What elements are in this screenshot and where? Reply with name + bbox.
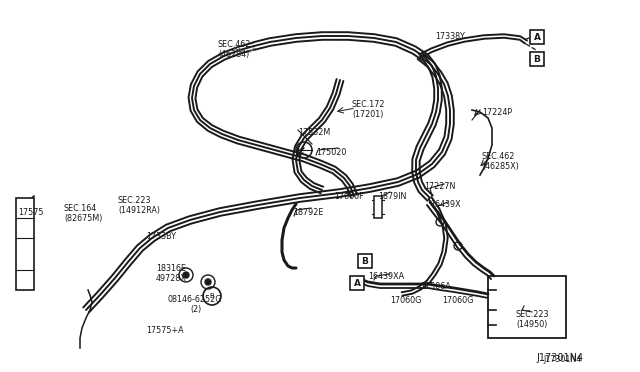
Text: SEC.164: SEC.164 — [64, 204, 97, 213]
Text: 17575+A: 17575+A — [146, 326, 184, 335]
Text: (17201): (17201) — [352, 110, 383, 119]
Text: (14950): (14950) — [516, 320, 547, 329]
Text: 49728X: 49728X — [156, 274, 187, 283]
Bar — [374, 196, 382, 218]
Text: 18316E: 18316E — [156, 264, 186, 273]
Bar — [16, 198, 34, 290]
Text: 17532M: 17532M — [298, 128, 330, 137]
Bar — [530, 52, 544, 66]
Text: 17506A: 17506A — [420, 282, 451, 291]
Text: 16439XA: 16439XA — [368, 272, 404, 281]
Text: 16439X: 16439X — [430, 200, 461, 209]
Text: B: B — [534, 55, 540, 64]
Text: 17060G: 17060G — [390, 296, 421, 305]
Text: SEC.172: SEC.172 — [352, 100, 385, 109]
Text: 08146-6252G: 08146-6252G — [168, 295, 223, 304]
Text: 17060F: 17060F — [334, 192, 364, 201]
Text: 18792E: 18792E — [293, 208, 323, 217]
Bar — [358, 254, 372, 268]
Text: 17227N: 17227N — [424, 182, 456, 191]
Text: SEC.223: SEC.223 — [516, 310, 550, 319]
Text: B: B — [362, 257, 369, 266]
Text: 17224P: 17224P — [482, 108, 512, 117]
Circle shape — [183, 272, 189, 278]
Text: A: A — [353, 279, 360, 288]
Text: B: B — [210, 293, 214, 299]
Text: (46284): (46284) — [218, 50, 249, 59]
Text: 17338Y: 17338Y — [435, 32, 465, 41]
Bar — [488, 276, 566, 338]
Text: 1733BY: 1733BY — [146, 232, 176, 241]
Text: SEC.223: SEC.223 — [118, 196, 152, 205]
Text: 17060G: 17060G — [442, 296, 474, 305]
Text: SEC.462: SEC.462 — [482, 152, 515, 161]
Text: SEC.462: SEC.462 — [218, 40, 252, 49]
Text: 175020: 175020 — [316, 148, 346, 157]
Bar — [350, 276, 364, 290]
Text: (82675M): (82675M) — [64, 214, 102, 223]
Text: J17301N4: J17301N4 — [536, 353, 584, 363]
Text: 17575: 17575 — [18, 208, 44, 217]
Text: A: A — [534, 32, 541, 42]
Text: (2): (2) — [190, 305, 201, 314]
Text: (14912RA): (14912RA) — [118, 206, 160, 215]
Bar — [530, 30, 544, 44]
Text: 1879IN: 1879IN — [378, 192, 406, 201]
Text: (46285X): (46285X) — [482, 162, 519, 171]
Circle shape — [205, 279, 211, 285]
Text: J17301N4: J17301N4 — [543, 355, 581, 364]
